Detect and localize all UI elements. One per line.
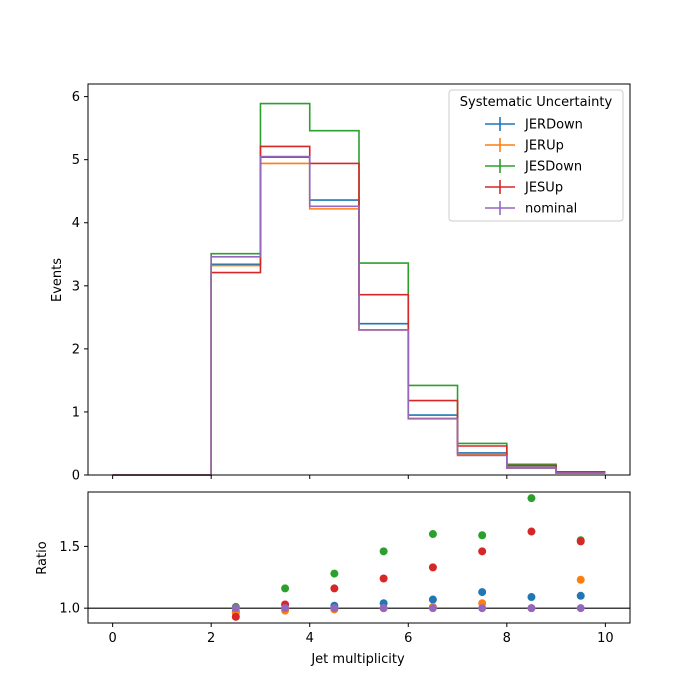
bottom-x-tick-label: 2 xyxy=(207,631,215,646)
legend-label-jerup: JERUp xyxy=(524,139,564,154)
ratio-point-nominal xyxy=(330,604,339,613)
ratio-point-jerdown xyxy=(478,588,487,597)
bottom-x-ticks: 0 2 4 6 8 10 xyxy=(108,623,614,646)
ratio-point-jerdown xyxy=(527,593,536,602)
ratio-point-nominal xyxy=(231,604,240,613)
bottom-y-tick-label: 1.5 xyxy=(59,540,80,555)
ratio-point-jesup xyxy=(231,612,240,621)
ratio-point-jerup xyxy=(576,575,585,584)
bottom-x-tick-label: 4 xyxy=(306,631,314,646)
bottom-x-tick-label: 6 xyxy=(404,631,412,646)
ratio-point-jesup xyxy=(379,574,388,583)
legend: Systematic Uncertainty JERDown JERUp JESDo… xyxy=(448,89,624,222)
ratio-point-jesdown xyxy=(281,584,290,593)
ratio-point-jesup xyxy=(527,527,536,536)
bottom-y-axis-label: Ratio xyxy=(35,541,50,574)
series-nominal-step-line xyxy=(112,155,606,476)
legend-title: Systematic Uncertainty xyxy=(460,95,613,110)
legend-label-jesup: JESUp xyxy=(524,181,563,196)
ratio-point-jesdown xyxy=(478,531,487,540)
ratio-point-jesup xyxy=(576,537,585,546)
top-series-group xyxy=(112,102,606,476)
ratio-point-jesup xyxy=(330,584,339,593)
bottom-x-tick-label: 8 xyxy=(503,631,511,646)
ratio-point-jesdown xyxy=(330,569,339,578)
ratio-point-nominal xyxy=(527,604,536,613)
bottom-series-group xyxy=(231,494,585,621)
bottom-x-tick-label: 0 xyxy=(108,631,116,646)
bottom-y-ticks: 1.0 1.5 xyxy=(59,540,88,617)
ratio-point-nominal xyxy=(379,604,388,613)
top-y-tick-label: 5 xyxy=(72,153,80,168)
ratio-point-jesdown xyxy=(527,494,536,503)
ratio-point-jesup xyxy=(478,547,487,556)
ratio-point-jesup xyxy=(428,563,437,572)
legend-box xyxy=(448,89,624,222)
top-y-tick-label: 6 xyxy=(72,90,80,105)
ratio-point-jesdown xyxy=(428,530,437,539)
legend-label-jerdown: JERDown xyxy=(524,118,583,133)
top-x-ticks xyxy=(112,475,606,479)
ratio-point-nominal xyxy=(428,604,437,613)
bottom-axes-frame xyxy=(87,491,631,624)
top-y-tick-label: 2 xyxy=(72,342,80,357)
ratio-point-jerdown xyxy=(576,591,585,600)
bottom-panel: 0 2 4 6 8 10 1.0 1.5 Ratio Jet multiplicity xyxy=(35,491,631,667)
bottom-x-tick-label: 10 xyxy=(597,631,614,646)
ratio-point-jesdown xyxy=(379,547,388,556)
top-y-axis-label: Events xyxy=(50,258,65,302)
legend-label-jesdown: JESDown xyxy=(524,160,582,175)
ratio-point-nominal xyxy=(576,604,585,613)
top-y-tick-label: 3 xyxy=(72,279,80,294)
ratio-point-nominal xyxy=(478,604,487,613)
top-y-tick-label: 0 xyxy=(72,469,80,484)
top-axes-frame xyxy=(87,83,631,476)
ratio-point-jerdown xyxy=(428,595,437,604)
legend-label-nominal: nominal xyxy=(525,202,577,217)
top-panel: 0 1 2 3 4 5 6 Events Systematic Uncertainty JE… xyxy=(50,83,631,484)
top-y-tick-label: 4 xyxy=(72,216,80,231)
bottom-x-axis-label: Jet multiplicity xyxy=(310,652,405,667)
top-y-ticks: 0 1 2 3 4 5 6 xyxy=(72,90,88,484)
top-y-tick-label: 1 xyxy=(72,405,80,420)
legend-entries: JERDown JERUp JESDown JESUp nominal xyxy=(485,117,583,217)
bottom-y-tick-label: 1.0 xyxy=(59,602,80,617)
ratio-point-nominal xyxy=(281,604,290,613)
